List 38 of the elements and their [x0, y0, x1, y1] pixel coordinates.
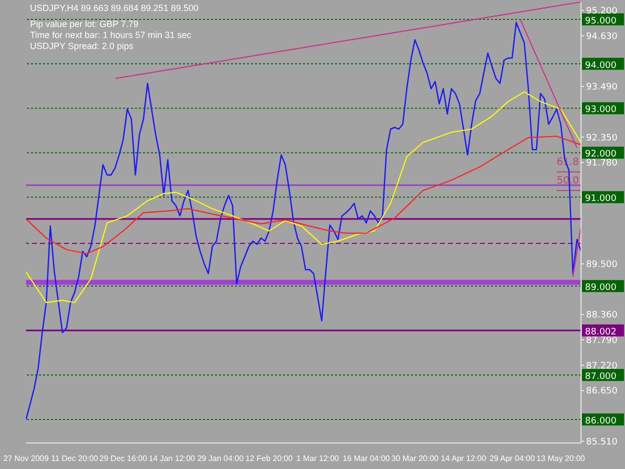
y-tick-label: 93.490 [586, 82, 618, 93]
y-tick-label: 85.510 [586, 437, 618, 448]
ref-line-label: 87.000 [585, 372, 617, 382]
line-series [26, 91, 581, 304]
x-tick-label: 14 Apr 12:00 [440, 454, 487, 463]
x-tick-label: 29 Jan 04:00 [197, 454, 244, 463]
annotation: USDJPY Spread: 2.0 pips [30, 41, 134, 52]
x-tick-label: 29 Dec 16:00 [99, 454, 148, 463]
line-series [26, 22, 581, 420]
x-tick-label: 14 Jan 12:00 [148, 454, 196, 463]
y-tick-label: 91.780 [586, 158, 618, 169]
x-tick-label: 29 Apr 04:00 [489, 454, 536, 463]
y-tick-label: 87.790 [586, 336, 618, 346]
ref-line-label: 86.000 [585, 416, 617, 426]
y-tick-label: 88.360 [586, 310, 618, 321]
ref-line-label: 95.000 [585, 16, 617, 26]
x-tick-label: 27 Nov 2009 [3, 454, 50, 463]
x-tick-label: 1 Mar 12:00 [296, 454, 340, 463]
ref-line-label: 92.000 [585, 150, 617, 160]
x-tick-label: 12 Feb 20:00 [245, 454, 294, 463]
annotation: Pip value per lot: GBP 7.79 [30, 19, 140, 30]
x-tick-label: 30 Mar 20:00 [391, 454, 440, 463]
x-tick-label: 13 May 20:00 [536, 454, 586, 463]
ref-line-label: 88.002 [585, 327, 616, 338]
ref-line-label: 94.000 [585, 60, 617, 71]
y-tick-label: 89.500 [586, 260, 618, 270]
chart-title: USDJPY,H4 89.663 89.684 89.251 89.500 [30, 3, 198, 14]
y-tick-label: 94.630 [586, 32, 618, 42]
y-tick-label: 87.220 [586, 361, 618, 372]
ref-line-label: 89.000 [585, 283, 617, 294]
ref-line-label: 91.000 [585, 194, 617, 204]
ref-line-label: 93.000 [585, 105, 617, 116]
y-tick-label: 92.350 [586, 133, 618, 144]
x-tick-label: 16 Mar 04:00 [342, 454, 390, 463]
annotation: Time for next bar: 1 hours 57 min 31 sec [30, 30, 192, 41]
y-tick-label: 86.650 [586, 386, 618, 397]
x-tick-label: 11 Dec 20:00 [51, 454, 99, 463]
line-series [26, 136, 581, 254]
